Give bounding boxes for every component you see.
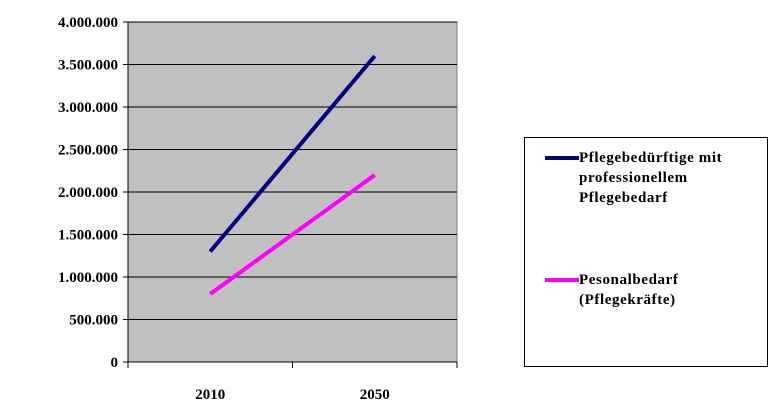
series-lines — [208, 54, 377, 296]
y-tick-label: 1.000.000 — [58, 270, 118, 286]
y-tick-label: 3.000.000 — [58, 100, 118, 116]
legend-swatch-personalbedarf — [545, 278, 579, 282]
y-tick-label: 2.500.000 — [58, 143, 118, 159]
x-tick-label: 2050 — [360, 387, 390, 403]
x-axis-tick-labels: 2010 2050 — [195, 387, 390, 403]
y-tick-label: 3.500.000 — [58, 58, 118, 74]
y-tick-label: 0 — [111, 355, 119, 371]
series-line-personalbedarf — [209, 173, 376, 296]
y-tick-label: 2.000.000 — [58, 185, 118, 201]
legend-swatch-pflegebeduerftige — [545, 156, 579, 160]
gridlines — [128, 21, 457, 320]
series-line-pflegebeduerftige — [208, 54, 377, 253]
y-tick-label: 4.000.000 — [58, 15, 118, 31]
y-tick-label: 500.000 — [69, 313, 118, 329]
axes — [123, 21, 458, 368]
y-axis-tick-labels: 0 500.000 1.000.000 1.500.000 2.000.000 2.500… — [58, 15, 118, 371]
legend-label-personalbedarf: Pesonalbedarf (Pflegekräfte) — [579, 272, 679, 308]
x-tick-label: 2010 — [195, 387, 225, 403]
legend: Pflegebedürftige mit professionellem Pfl… — [524, 137, 768, 367]
legend-label-pflegebeduerftige: Pflegebedürftige mit professionellem Pfl… — [579, 150, 723, 206]
y-tick-label: 1.500.000 — [58, 228, 118, 244]
